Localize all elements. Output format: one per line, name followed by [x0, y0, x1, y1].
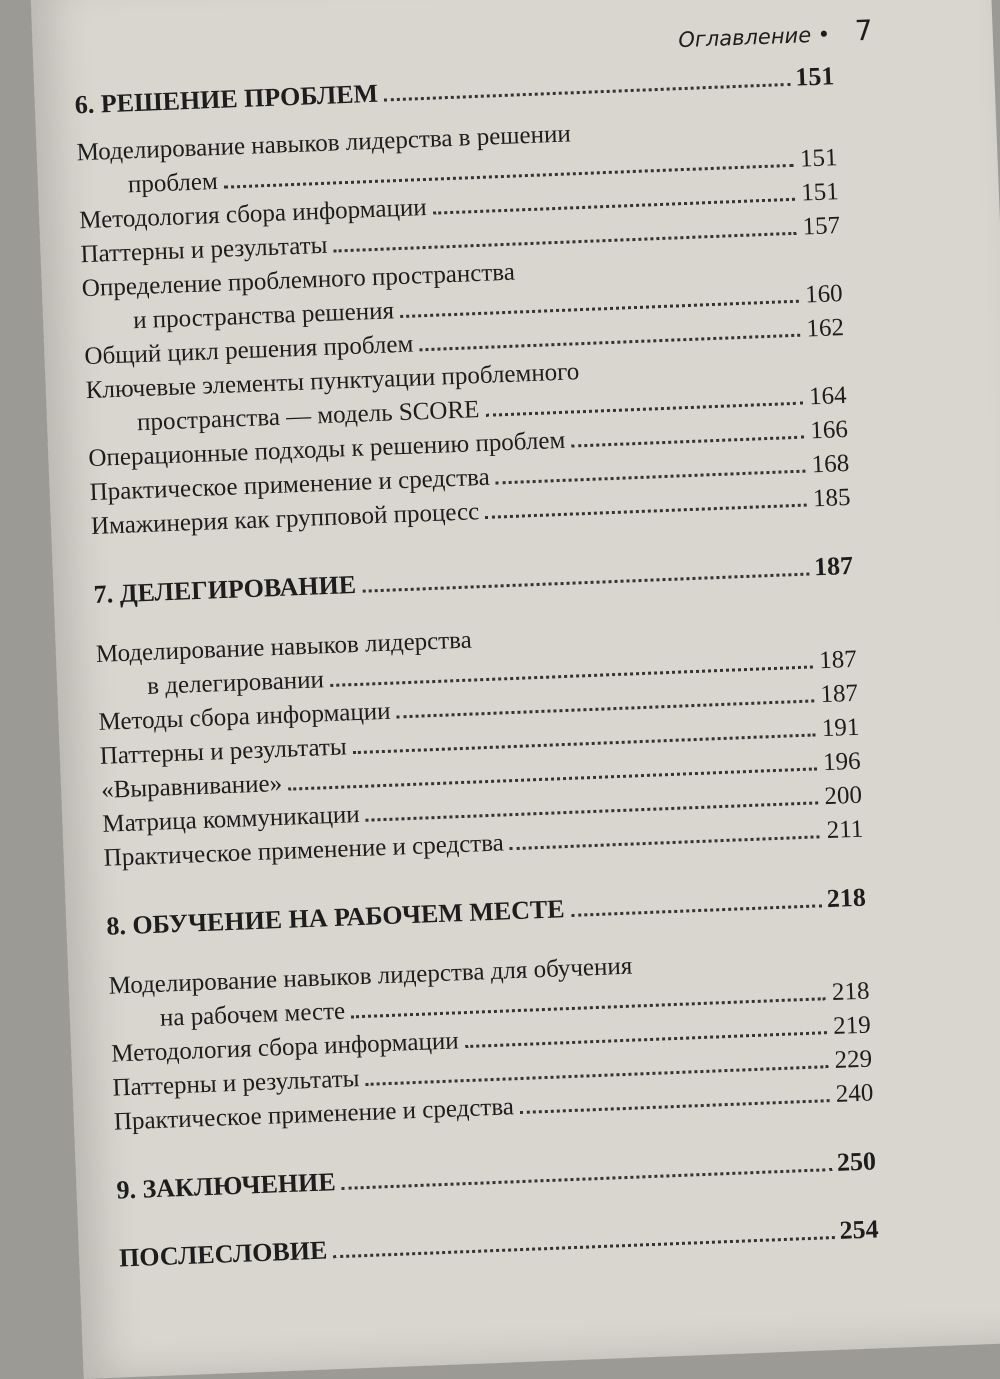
- entry-page: 185: [812, 483, 851, 513]
- entry-page: 166: [809, 415, 849, 445]
- entry-page: 151: [799, 144, 838, 173]
- dot-leader: [362, 572, 810, 593]
- dot-leader: [485, 401, 803, 417]
- entry-page: 219: [832, 1011, 872, 1040]
- entry-page: 191: [821, 713, 860, 743]
- dot-leader: [333, 1236, 835, 1259]
- chapter-title: 9. ЗАКЛЮЧЕНИЕ: [115, 1167, 337, 1205]
- entry-page: 168: [811, 449, 850, 479]
- chapter-title: 6. РЕШЕНИЕ ПРОБЛЕМ: [74, 78, 379, 120]
- chapter-entry: 9. ЗАКЛЮЧЕНИЕ 250: [116, 1144, 877, 1207]
- chapter-title: 7. ДЕЛЕГИРОВАНИЕ: [93, 569, 357, 609]
- book-page: Оглавление • 7 6. РЕШЕНИЕ ПРОБЛЕМ 151 Моде…: [30, 0, 1000, 1379]
- entry-page: 229: [834, 1045, 873, 1074]
- dot-leader: [571, 435, 805, 448]
- dot-leader: [341, 1168, 833, 1190]
- entry-page: 200: [823, 781, 863, 811]
- chapter-title: ПОСЛЕСЛОВИЕ: [118, 1235, 328, 1273]
- chapter-page: 187: [813, 550, 854, 582]
- entry-title: проблем: [127, 167, 219, 199]
- dot-leader: [570, 904, 823, 917]
- entry-page: 187: [819, 679, 859, 709]
- entry-page: 211: [826, 815, 864, 845]
- entry-page: 164: [808, 381, 848, 411]
- chapter-entry: ПОСЛЕСЛОВИЕ 254: [118, 1212, 880, 1275]
- table-of-contents: 6. РЕШЕНИЕ ПРОБЛЕМ 151 Моделирование навык…: [74, 59, 880, 1301]
- entry-page: 157: [802, 212, 841, 241]
- header-title: Оглавление: [677, 23, 812, 53]
- entry-page: 187: [818, 645, 858, 675]
- header-bullet: •: [817, 22, 831, 47]
- entry-page: 162: [805, 314, 845, 343]
- dot-leader: [509, 835, 820, 851]
- chapter-page: 250: [836, 1146, 877, 1177]
- dot-leader: [384, 82, 791, 102]
- entry-page: 160: [804, 280, 844, 309]
- running-header: Оглавление • 7: [677, 13, 874, 55]
- dot-leader: [520, 1099, 830, 1115]
- entry-page: 240: [835, 1079, 874, 1108]
- dot-leader: [485, 503, 807, 519]
- chapter-page: 218: [826, 882, 867, 914]
- entry-page: 218: [831, 977, 870, 1006]
- entry-page: 196: [822, 747, 862, 777]
- chapter-entry: 8. ОБУЧЕНИЕ НА РАБОЧЕМ МЕСТЕ 218: [106, 881, 867, 944]
- page-number: 7: [854, 13, 874, 48]
- chapter-page: 151: [794, 61, 835, 92]
- dot-leader: [495, 469, 806, 485]
- chapter-entry: 7. ДЕЛЕГИРОВАНИЕ 187: [93, 549, 854, 612]
- chapter-title: 8. ОБУЧЕНИЕ НА РАБОЧЕМ МЕСТЕ: [105, 894, 566, 941]
- chapter-page: 254: [839, 1214, 880, 1245]
- entry-page: 151: [800, 178, 840, 207]
